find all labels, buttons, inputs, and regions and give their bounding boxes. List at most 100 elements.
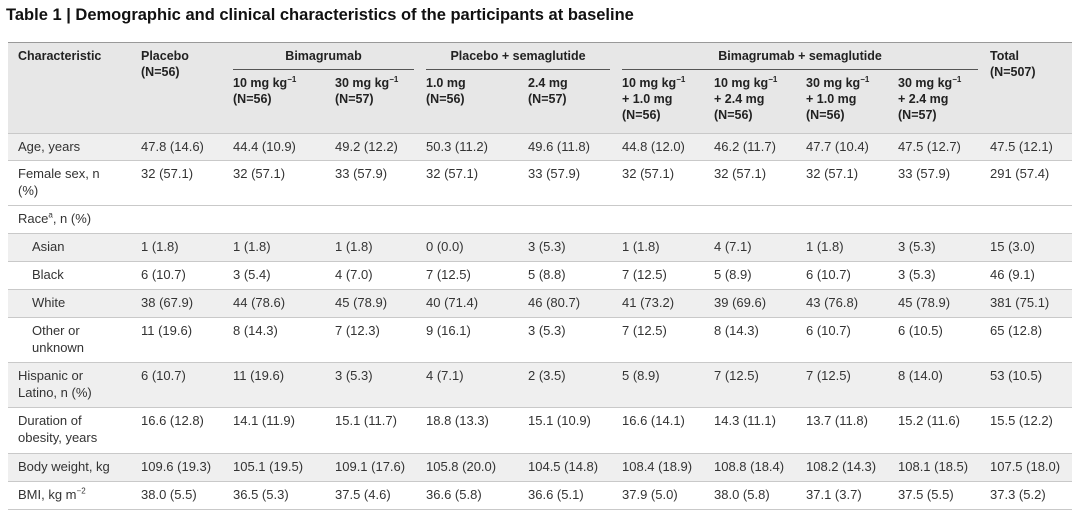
- table-cell: 7 (12.5): [622, 323, 667, 338]
- table-cell: 37.1 (3.7): [806, 487, 862, 502]
- table-cell: 1 (1.8): [335, 239, 373, 254]
- column-combination: + 2.4 mg: [898, 92, 949, 106]
- table-cell: 40 (71.4): [426, 295, 479, 310]
- table-cell: 0 (0.0): [426, 239, 464, 254]
- table-cell: 44 (78.6): [233, 295, 286, 310]
- table-cell: 4 (7.0): [335, 267, 373, 282]
- table-cell: 38.0 (5.5): [141, 487, 197, 502]
- column-n: (N=56): [141, 65, 180, 79]
- row-background: [8, 289, 1072, 317]
- column-dose: 30 mg kg−1: [335, 74, 399, 90]
- table-cell: 3 (5.3): [528, 323, 566, 338]
- column-dose-superscript: −1: [860, 74, 870, 84]
- table-cell: 381 (75.1): [990, 295, 1050, 310]
- column-n: (N=57): [335, 92, 374, 106]
- table-cell: 109.1 (17.6): [335, 459, 406, 474]
- row-label-text: Black: [32, 267, 64, 282]
- group-rule: [233, 69, 414, 70]
- table-cell: 6 (10.5): [898, 323, 943, 338]
- sub-row-label: Black: [32, 266, 122, 283]
- row-rule: [8, 407, 1072, 408]
- table-cell: 37.3 (5.2): [990, 487, 1046, 502]
- column-n: (N=56): [714, 108, 753, 122]
- table-cell: 1 (1.8): [141, 239, 179, 254]
- row-rule: [8, 133, 1072, 134]
- row-label-text: Race: [18, 211, 49, 226]
- table-cell: 50.3 (11.2): [426, 139, 488, 154]
- table-cell: 3 (5.3): [898, 239, 936, 254]
- row-label-superscript: −2: [76, 486, 86, 496]
- sub-row-label: White: [32, 294, 122, 311]
- row-label: Body weight, kg: [18, 458, 118, 475]
- row-label-superscript: a: [48, 210, 53, 220]
- table-cell: 39 (69.6): [714, 295, 767, 310]
- table-cell: 44.4 (10.9): [233, 139, 296, 154]
- table-cell: 105.8 (20.0): [426, 459, 497, 474]
- column-header: 10 mg kg−1 + 2.4 mg (N=56): [714, 75, 777, 123]
- table-cell: 108.4 (18.9): [622, 459, 693, 474]
- column-n: (N=57): [898, 108, 937, 122]
- row-rule: [8, 453, 1072, 454]
- table-cell: 37.5 (4.6): [335, 487, 391, 502]
- header-top-rule: [8, 42, 1072, 43]
- table-cell: 6 (10.7): [806, 267, 851, 282]
- column-combination: + 1.0 mg: [806, 92, 857, 106]
- table-cell: 15.1 (10.9): [528, 413, 591, 428]
- row-label: Age, years: [18, 138, 118, 155]
- table-cell: 32 (57.1): [714, 166, 767, 181]
- table-cell: 1 (1.8): [233, 239, 271, 254]
- table-cell: 15.2 (11.6): [898, 413, 960, 428]
- table-cell: 38 (67.9): [141, 295, 194, 310]
- table-cell: 15 (3.0): [990, 239, 1035, 254]
- table-cell: 36.6 (5.8): [426, 487, 482, 502]
- table-cell: 32 (57.1): [806, 166, 859, 181]
- table-cell: 41 (73.2): [622, 295, 675, 310]
- table-cell: 11 (19.6): [141, 323, 193, 338]
- table-cell: 105.1 (19.5): [233, 459, 304, 474]
- row-background: [8, 233, 1072, 261]
- sub-row-label: Asian: [32, 238, 122, 255]
- column-header: 1.0 mg (N=56): [426, 75, 466, 107]
- column-n: (N=56): [806, 108, 845, 122]
- column-header: Total (N=507): [990, 48, 1036, 80]
- column-n: (N=56): [622, 108, 661, 122]
- table-cell: 32 (57.1): [426, 166, 479, 181]
- table-cell: 46 (80.7): [528, 295, 581, 310]
- group-label: Placebo: [141, 49, 189, 63]
- column-dose-superscript: −1: [389, 74, 399, 84]
- row-rule: [8, 160, 1072, 161]
- column-dose-superscript: −1: [287, 74, 297, 84]
- row-label-text: Asian: [32, 239, 65, 254]
- row-label-text: Other or unknown: [32, 323, 85, 355]
- column-header: 30 mg kg−1 (N=57): [335, 75, 398, 107]
- table-cell: 37.5 (5.5): [898, 487, 954, 502]
- table-cell: 4 (7.1): [714, 239, 752, 254]
- table-cell: 32 (57.1): [233, 166, 286, 181]
- group-rule: [426, 69, 610, 70]
- table-cell: 6 (10.7): [141, 368, 186, 383]
- table-cell: 33 (57.9): [898, 166, 951, 181]
- row-label-text: Age, years: [18, 139, 81, 154]
- table-cell: 37.9 (5.0): [622, 487, 678, 502]
- table-cell: 3 (5.3): [528, 239, 566, 254]
- group-header: Bimagrumab + semaglutide: [718, 49, 882, 63]
- row-label-text: White: [32, 295, 66, 310]
- table-cell: 8 (14.3): [233, 323, 278, 338]
- column-dose: 30 mg kg−1: [806, 74, 870, 90]
- column-header: 30 mg kg−1 + 2.4 mg (N=57): [898, 75, 961, 123]
- column-dose: 10 mg kg−1: [714, 74, 778, 90]
- column-header: Placebo (N=56): [141, 48, 189, 80]
- table-cell: 107.5 (18.0): [990, 459, 1061, 474]
- table-cell: 33 (57.9): [335, 166, 388, 181]
- table-cell: 5 (8.9): [714, 267, 752, 282]
- row-label-text: BMI, kg m: [18, 487, 77, 502]
- column-n: (N=56): [233, 92, 272, 106]
- table-cell: 108.2 (14.3): [806, 459, 877, 474]
- table-cell: 5 (8.9): [622, 368, 660, 383]
- table-cell: 5 (8.8): [528, 267, 566, 282]
- column-dose: 30 mg kg−1: [898, 74, 962, 90]
- column-dose-superscript: −1: [768, 74, 778, 84]
- column-combination: + 1.0 mg: [622, 92, 673, 106]
- table-cell: 47.5 (12.7): [898, 139, 961, 154]
- table-cell: 49.6 (11.8): [528, 139, 590, 154]
